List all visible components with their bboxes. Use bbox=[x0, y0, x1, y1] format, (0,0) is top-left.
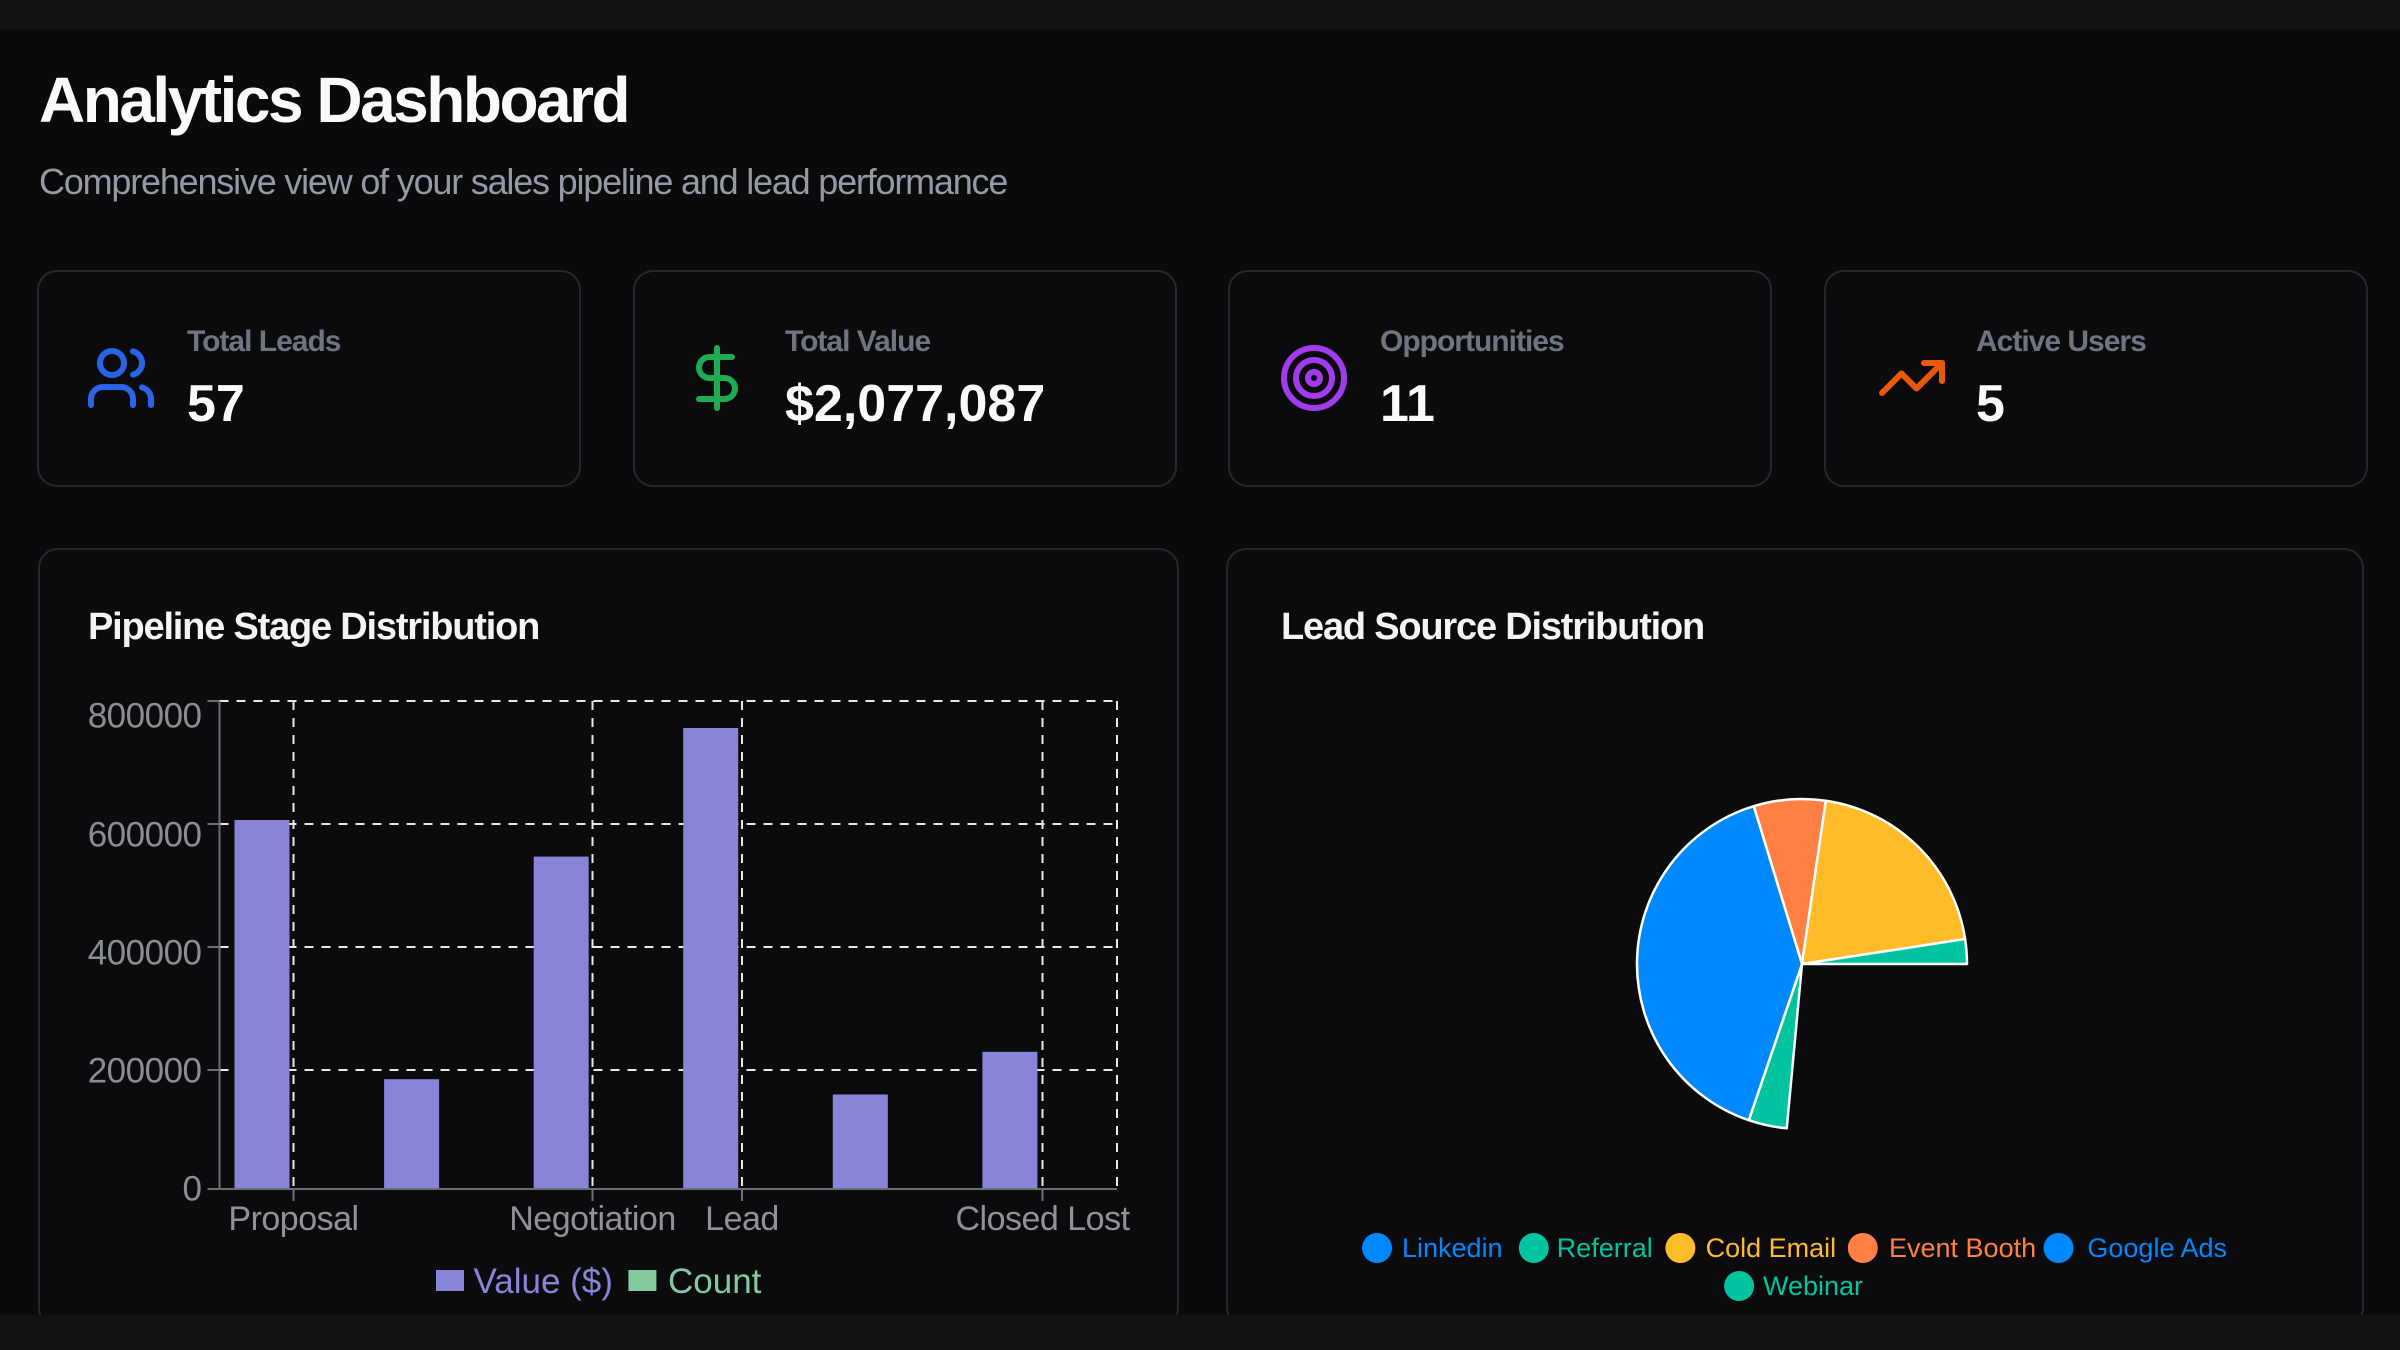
svg-text:Webinar: Webinar bbox=[1763, 1271, 1863, 1301]
svg-text:Google Ads: Google Ads bbox=[2087, 1233, 2227, 1263]
svg-text:Negotiation: Negotiation bbox=[509, 1200, 676, 1238]
svg-text:Cold Email: Cold Email bbox=[1706, 1233, 1837, 1263]
svg-text:Count: Count bbox=[668, 1262, 762, 1301]
svg-text:Proposal: Proposal bbox=[228, 1200, 358, 1238]
svg-text:Linkedin: Linkedin bbox=[1402, 1233, 1503, 1263]
svg-text:Event Booth: Event Booth bbox=[1889, 1233, 2036, 1263]
svg-text:400000: 400000 bbox=[88, 934, 202, 973]
svg-text:200000: 200000 bbox=[88, 1052, 202, 1091]
svg-text:Lead: Lead bbox=[705, 1200, 779, 1238]
svg-text:800000: 800000 bbox=[88, 697, 202, 736]
svg-text:Closed Lost: Closed Lost bbox=[955, 1200, 1130, 1238]
svg-text:Value ($): Value ($) bbox=[474, 1262, 613, 1301]
svg-text:600000: 600000 bbox=[88, 816, 202, 855]
svg-text:Referral: Referral bbox=[1557, 1233, 1653, 1263]
svg-text:0: 0 bbox=[183, 1170, 202, 1209]
